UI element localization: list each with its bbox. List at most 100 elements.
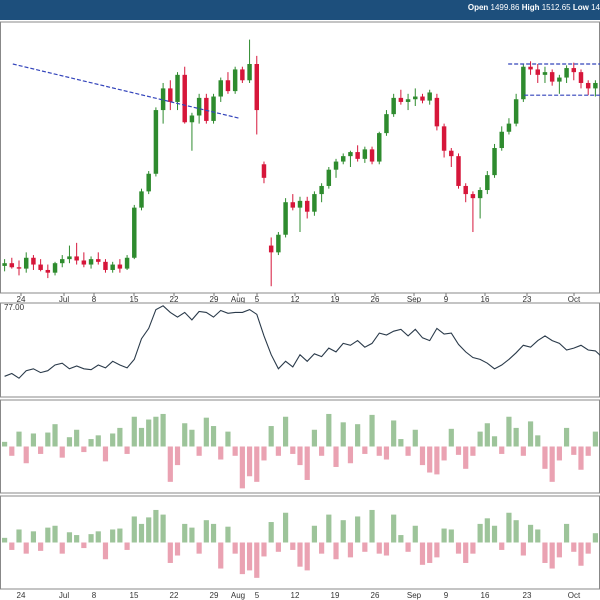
candle-body — [232, 69, 238, 92]
bottom-x-axis-tick-label: 19 — [331, 591, 340, 600]
candle-body — [218, 80, 223, 97]
histogram-bar-positive — [153, 509, 159, 543]
histogram-bar-negative — [571, 446, 577, 455]
histogram-bar-positive — [326, 413, 332, 447]
candlestick-series — [2, 39, 598, 287]
price-panel-frame — [0, 21, 600, 294]
histogram-bar-negative — [275, 542, 281, 552]
histogram-bar-positive — [592, 533, 598, 543]
candle-body — [340, 156, 346, 162]
candle-body — [384, 114, 389, 134]
histogram-bar-positive — [391, 420, 397, 447]
candle-body — [391, 97, 396, 115]
histogram-bar-negative — [578, 542, 584, 566]
x-axis-tick-label: Oct — [568, 295, 581, 304]
histogram-bar-positive — [110, 433, 116, 447]
candle-body — [45, 269, 51, 273]
candle-body — [9, 263, 15, 268]
candle-body — [247, 64, 252, 81]
histogram-bar-positive — [311, 525, 318, 543]
open-value: 1499.86 — [490, 3, 520, 12]
histogram-bar-negative — [174, 446, 181, 466]
histogram-bar-positive — [131, 416, 137, 447]
histogram-bar-positive — [138, 427, 145, 447]
histogram-bar-negative — [549, 542, 555, 569]
histogram-bar-negative — [239, 542, 245, 575]
candle-body — [211, 96, 216, 121]
histogram-bar-positive — [506, 416, 512, 447]
histogram-bar-positive — [160, 413, 166, 447]
x-axis-tick-label: 12 — [291, 295, 300, 304]
histogram-bar-negative — [59, 446, 65, 458]
histogram-bar-negative — [405, 542, 411, 552]
candle-body — [319, 185, 324, 195]
histogram-bar-positive — [210, 523, 217, 543]
histogram-bar-negative — [246, 542, 253, 571]
histogram-bar-positive — [45, 527, 51, 543]
histogram-bar-positive — [203, 417, 209, 447]
candle-body — [2, 263, 7, 266]
histogram-bar-positive — [491, 436, 498, 447]
candle-body — [23, 257, 29, 269]
candle-body — [578, 72, 584, 83]
histogram-bar-positive — [484, 423, 490, 447]
histogram-bar-negative — [23, 542, 29, 554]
candle-body — [139, 191, 144, 208]
histogram-bar-positive — [30, 433, 37, 447]
quote-header-bar: Open 1499.86 High 1512.65 Low 14 — [0, 0, 600, 20]
histogram-bar-negative — [376, 542, 382, 554]
histogram-bar-negative — [319, 542, 325, 554]
histogram-bar-negative — [585, 542, 591, 554]
x-axis-tick-label: 26 — [371, 295, 380, 304]
histogram-bar-positive — [110, 529, 116, 543]
x-axis-tick-label: 15 — [130, 295, 139, 304]
histogram-bar-positive — [563, 523, 570, 543]
histogram-bar-positive — [340, 520, 346, 543]
histogram-bar-negative — [419, 542, 426, 565]
histogram-bar-positive — [2, 537, 8, 543]
candle-body — [276, 234, 281, 253]
bottom-x-axis-tick-label: 15 — [130, 591, 139, 600]
histogram-bar-positive — [88, 439, 94, 447]
histogram-bar-positive — [592, 431, 598, 447]
bottom-x-axis-tick-label: 22 — [170, 591, 179, 600]
histogram-bar-negative — [499, 542, 505, 550]
x-axis-tick-label: 16 — [481, 295, 490, 304]
histogram-bar-positive — [563, 427, 570, 447]
histogram-bar-negative — [571, 542, 577, 552]
histogram-bar-negative — [542, 542, 548, 563]
histogram-bar-positive — [160, 514, 166, 543]
histogram-bar-positive — [95, 531, 101, 543]
candle-body — [434, 97, 440, 127]
histogram-bar-negative — [520, 542, 526, 556]
histogram-bar-negative — [455, 446, 462, 455]
histogram-bar-negative — [261, 446, 267, 461]
histogram-bar-positive — [448, 529, 454, 543]
bottom-x-axis-tick-label: 26 — [371, 591, 380, 600]
low-label: Low — [572, 3, 589, 12]
histogram-bar-positive — [398, 439, 404, 447]
open-label: Open — [467, 3, 489, 12]
x-axis-labels: 24 Jul 8 15 22 29 Aug 5 12 19 26 Sep 9 16 23 Oct — [17, 293, 581, 304]
histogram-bar-positive — [88, 534, 94, 543]
candle-body — [485, 175, 490, 191]
histogram-bar-positive — [182, 523, 188, 543]
candle-body — [513, 99, 519, 124]
histogram-bar-positive — [391, 514, 397, 543]
histogram-bar-negative — [81, 542, 87, 549]
histogram-bar-positive — [30, 531, 37, 543]
candle-body — [355, 152, 360, 159]
candle-body — [413, 96, 418, 100]
histogram-bar-negative — [124, 446, 130, 454]
bottom-x-axis-tick-label: 16 — [481, 591, 490, 600]
histogram-bar-positive — [477, 523, 483, 543]
histogram-bar-negative — [578, 446, 584, 470]
histogram-bar-positive — [95, 435, 101, 447]
histogram-bar-positive — [491, 525, 498, 543]
candle-body — [204, 97, 209, 121]
histogram-bar-negative — [499, 446, 505, 454]
bottom-x-axis-tick-label: 23 — [523, 591, 532, 600]
histogram-bar-positive — [513, 427, 519, 447]
candle-body — [456, 156, 461, 186]
histogram-bar-negative — [23, 446, 29, 464]
